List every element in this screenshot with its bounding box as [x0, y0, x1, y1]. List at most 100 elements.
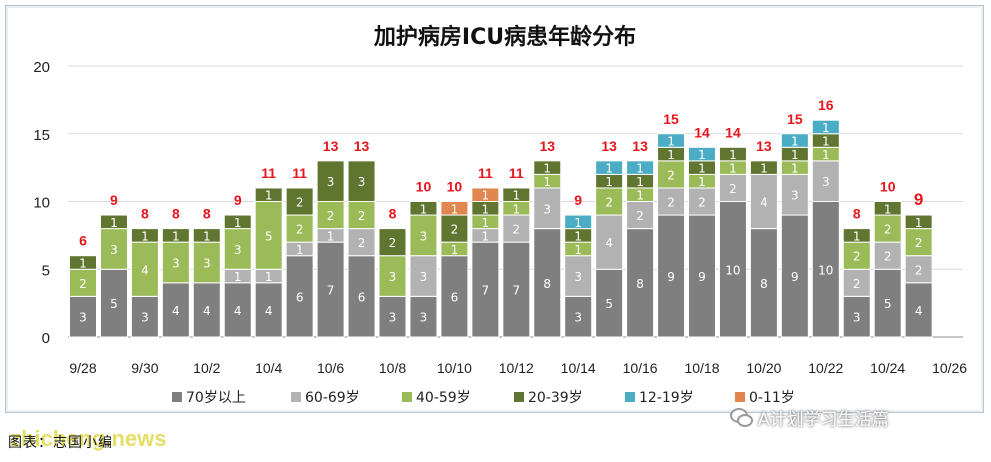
bar-segment: [904, 214, 933, 230]
bar-segment-label: 6: [296, 290, 304, 304]
bar-segment: [533, 228, 562, 338]
bar-segment-label: 5: [605, 297, 613, 311]
bar-segment-label: 2: [698, 196, 706, 210]
bar-segment: [440, 214, 469, 243]
bar-segment-label: 2: [296, 223, 304, 237]
bar-segment: [99, 214, 128, 230]
bar-segment-label: 1: [605, 175, 613, 189]
bar-segment-label: 1: [791, 162, 799, 176]
bar-segment-label: 1: [698, 148, 706, 162]
bar-segment: [409, 295, 438, 338]
total-label: 8: [141, 206, 149, 222]
bar-segment-label: 2: [667, 196, 675, 210]
bar-segment-label: 1: [234, 216, 242, 230]
bar-segment-label: 1: [512, 189, 520, 203]
total-label: 9: [110, 192, 118, 208]
bar-segment: [471, 187, 500, 202]
x-tick-label: 10/20: [746, 360, 781, 376]
bar-segment: [316, 201, 345, 230]
bar-segment: [192, 282, 221, 338]
bar-segment: [564, 295, 593, 338]
x-tick-label: 10/8: [379, 360, 406, 376]
bar-segment-label: 5: [265, 229, 273, 243]
bar-segment: [347, 160, 376, 203]
bar-segment-label: 2: [915, 236, 923, 250]
bar-segment-label: 1: [574, 216, 582, 230]
bars-layer: 3216531930418431843184131941511161221171…: [69, 97, 933, 338]
legend-label: 70岁以上: [186, 390, 246, 406]
bar-segment: [626, 201, 655, 230]
bar-segment: [811, 201, 840, 338]
bar-segment: [904, 228, 933, 257]
bar-segment-label: 3: [327, 175, 335, 189]
bar-segment-label: 3: [389, 311, 397, 325]
total-label: 16: [818, 97, 834, 113]
bar-segment: [657, 160, 686, 189]
x-tick-label: 9/30: [131, 360, 158, 376]
bar-segment-label: 2: [729, 182, 737, 196]
x-tick-label: 10/22: [808, 360, 843, 376]
x-tick-label: 10/26: [932, 360, 967, 376]
bar-segment-label: 2: [636, 209, 644, 223]
bar-segment-label: 2: [884, 223, 892, 237]
bar-segment-label: 1: [791, 148, 799, 162]
bar-segment-label: 3: [791, 189, 799, 203]
total-label: 10: [416, 179, 432, 195]
bar-segment: [130, 228, 159, 243]
total-label: 8: [203, 206, 211, 222]
bar-segment: [657, 133, 686, 148]
bar-segment: [873, 214, 902, 243]
x-tick-label: 10/4: [255, 360, 282, 376]
bar-segment: [223, 228, 252, 270]
bar-segment-label: 7: [327, 284, 335, 298]
bar-segment-label: 3: [389, 270, 397, 284]
bar-segment: [657, 214, 686, 338]
legend-swatch: [172, 392, 182, 402]
bar-segment-label: 1: [698, 162, 706, 176]
legend-label: 60-69岁: [305, 390, 360, 406]
bar-segment-label: 4: [141, 263, 149, 277]
bar-segment-label: 1: [482, 229, 490, 243]
total-label: 10: [447, 179, 463, 195]
bar-segment-label: 1: [482, 202, 490, 216]
x-tick-label: 9/28: [69, 360, 96, 376]
bar-segment: [502, 241, 531, 338]
y-tick-label: 20: [33, 59, 50, 76]
bar-segment-label: 2: [884, 250, 892, 264]
source-credit: 图表：志国小编: [8, 435, 113, 451]
legend-label: 0-11岁: [749, 390, 795, 406]
total-label: 15: [663, 111, 679, 127]
total-label: 9: [234, 192, 242, 208]
bar-segment-label: 1: [543, 162, 551, 176]
bar-segment-label: 1: [265, 270, 273, 284]
bar-segment: [347, 201, 376, 230]
bar-segment-label: 1: [822, 121, 830, 135]
bar-segment: [842, 268, 871, 297]
bar-segment-label: 1: [203, 229, 211, 243]
bar-segment-label: 1: [605, 162, 613, 176]
bar-segment: [749, 173, 778, 230]
legend-swatch: [291, 392, 301, 402]
bar-segment: [254, 201, 283, 270]
bar-segment: [192, 228, 221, 243]
bar-segment-label: 1: [420, 202, 428, 216]
bar-segment-label: 1: [667, 148, 675, 162]
bar-segment: [161, 241, 190, 284]
bar-segment: [502, 214, 531, 243]
bar-segment-label: 2: [915, 263, 923, 277]
bar-segment-label: 2: [358, 236, 366, 250]
wechat-watermark: A计划学习生活篇: [730, 404, 889, 430]
bar-segment-label: 3: [822, 175, 830, 189]
total-label: 8: [853, 206, 861, 222]
bar-segment: [564, 255, 593, 297]
total-label: 10: [880, 179, 896, 195]
bar-segment-label: 1: [296, 243, 304, 257]
total-label: 11: [292, 165, 307, 181]
site-watermark: zhicheng.news: [10, 426, 167, 451]
bar-segment: [502, 187, 531, 202]
bar-segment: [192, 241, 221, 284]
bar-segment-label: 4: [760, 196, 768, 210]
x-tick-label: 10/10: [437, 360, 472, 376]
bar-segment-label: 1: [791, 135, 799, 149]
bar-segment: [440, 255, 469, 338]
